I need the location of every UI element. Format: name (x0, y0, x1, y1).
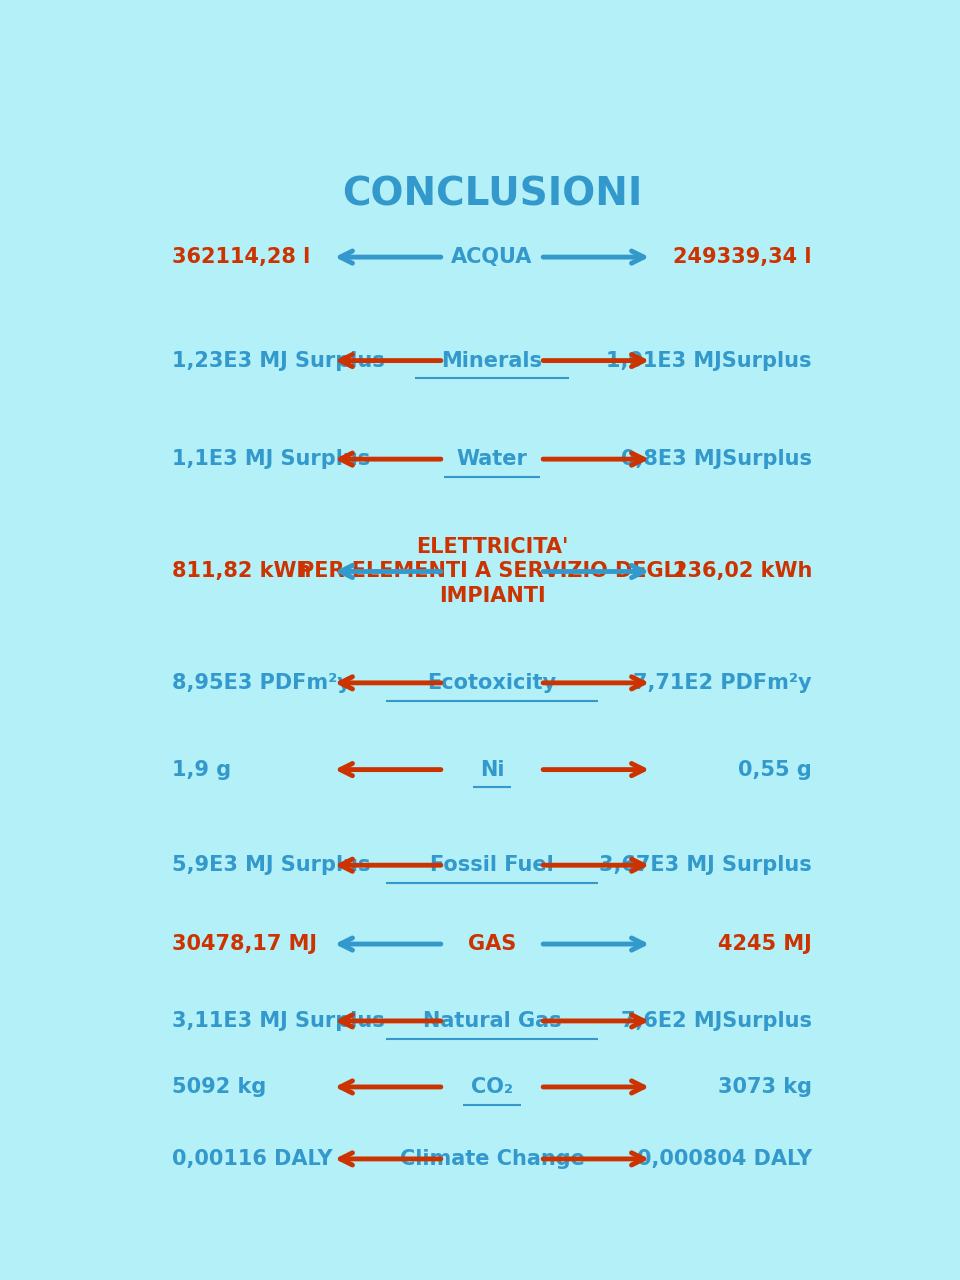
Text: 1,23E3 MJ Surplus: 1,23E3 MJ Surplus (172, 351, 385, 371)
Text: 811,82 kWh: 811,82 kWh (172, 562, 311, 581)
Text: Climate Change: Climate Change (399, 1149, 585, 1169)
Text: ACQUA: ACQUA (451, 247, 533, 268)
Text: 0,8E3 MJSurplus: 0,8E3 MJSurplus (621, 449, 812, 470)
Text: 236,02 kWh: 236,02 kWh (673, 562, 812, 581)
Text: 7,71E2 PDFm²y: 7,71E2 PDFm²y (634, 673, 812, 692)
Text: 249339,34 l: 249339,34 l (673, 247, 812, 268)
Text: ELETTRICITA'
PER ELEMENTI A SERVIZIO DEGLI
IMPIANTI: ELETTRICITA' PER ELEMENTI A SERVIZIO DEG… (300, 536, 684, 607)
Text: 5092 kg: 5092 kg (172, 1076, 266, 1097)
Text: CO₂: CO₂ (471, 1076, 513, 1097)
Text: 30478,17 MJ: 30478,17 MJ (172, 934, 317, 954)
Text: 1,9 g: 1,9 g (172, 759, 231, 780)
Text: Fossil Fuel: Fossil Fuel (430, 855, 554, 876)
Text: Ni: Ni (480, 759, 504, 780)
Text: 362114,28 l: 362114,28 l (172, 247, 310, 268)
Text: CONCLUSIONI: CONCLUSIONI (342, 175, 642, 214)
Text: 0,000804 DALY: 0,000804 DALY (636, 1149, 812, 1169)
Text: GAS: GAS (468, 934, 516, 954)
Text: 0,00116 DALY: 0,00116 DALY (172, 1149, 333, 1169)
Text: Minerals: Minerals (442, 351, 542, 371)
Text: 7,6E2 MJSurplus: 7,6E2 MJSurplus (621, 1011, 812, 1030)
Text: 0,55 g: 0,55 g (738, 759, 812, 780)
Text: 8,95E3 PDFm²y: 8,95E3 PDFm²y (172, 673, 351, 692)
Text: 4245 MJ: 4245 MJ (718, 934, 812, 954)
Text: 3,67E3 MJ Surplus: 3,67E3 MJ Surplus (599, 855, 812, 876)
Text: Ecotoxicity: Ecotoxicity (427, 673, 557, 692)
Text: Water: Water (457, 449, 527, 470)
Text: 1,1E3 MJ Surplus: 1,1E3 MJ Surplus (172, 449, 371, 470)
Text: Natural Gas: Natural Gas (422, 1011, 562, 1030)
Text: 5,9E3 MJ Surplus: 5,9E3 MJ Surplus (172, 855, 371, 876)
Text: 3,11E3 MJ Surplus: 3,11E3 MJ Surplus (172, 1011, 385, 1030)
Text: 3073 kg: 3073 kg (718, 1076, 812, 1097)
Text: 1,01E3 MJSurplus: 1,01E3 MJSurplus (607, 351, 812, 371)
